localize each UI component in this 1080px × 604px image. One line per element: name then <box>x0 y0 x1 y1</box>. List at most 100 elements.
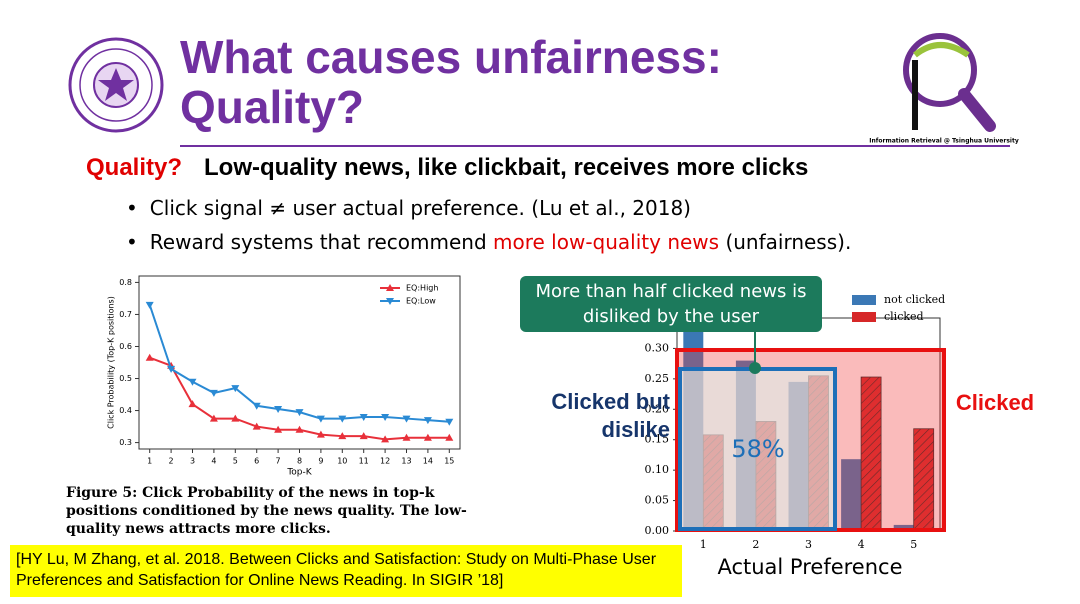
bullet-text: Reward systems that recommend <box>149 230 494 254</box>
y-tick-label: 0.00 <box>645 524 670 537</box>
y-tick-label: 0.20 <box>645 402 670 415</box>
point-marker <box>145 353 154 361</box>
x-tick-label: 4 <box>858 538 865 551</box>
legend-label: EQ:Low <box>406 297 436 306</box>
title: What causes unfairness: Quality? <box>180 32 722 132</box>
point-marker <box>423 433 432 441</box>
bullet: Click signal ≠ user actual preference. (… <box>126 196 851 220</box>
legend-marker <box>386 284 394 291</box>
callout: More than half clicked news is disliked … <box>520 276 822 332</box>
point-marker <box>252 402 261 410</box>
x-tick-label: 3 <box>190 457 195 466</box>
y-tick-label: 0.5 <box>119 374 132 383</box>
point-marker <box>231 385 240 393</box>
point-marker <box>167 365 176 373</box>
x-tick-label: 11 <box>359 457 369 466</box>
y-tick-label: 0.6 <box>119 342 132 351</box>
x-axis-label: Actual Preference <box>717 555 902 579</box>
point-marker <box>338 415 347 423</box>
point-marker <box>402 415 411 423</box>
legend-label: clicked <box>884 310 924 323</box>
point-marker <box>231 414 240 422</box>
figure-caption: Figure 5: Click Probability of the news … <box>66 485 467 537</box>
lab-logo: Information Retrieval @ Tsinghua Univers… <box>869 33 1019 145</box>
point-marker <box>274 405 283 413</box>
callout-dot <box>749 362 761 374</box>
x-tick-label: 12 <box>380 457 390 466</box>
headline: Quality? Low-quality news, like clickbait… <box>86 154 808 182</box>
bullet: Reward systems that recommend more low-q… <box>126 230 852 254</box>
point-marker <box>209 414 218 422</box>
bullet-text: Click signal ≠ user actual preference. (… <box>149 196 691 220</box>
legend-swatch <box>852 312 876 322</box>
x-tick-label: 7 <box>276 457 281 466</box>
y-tick-label: 0.25 <box>645 372 670 385</box>
bar <box>841 459 862 531</box>
x-tick-label: 15 <box>444 457 454 466</box>
point-marker <box>188 378 197 386</box>
citation: [HY Lu, M Zhang, et al. 2018. Between Cl… <box>10 545 682 597</box>
y-tick-label: 0.05 <box>645 494 670 507</box>
bullets: Click signal ≠ user actual preference. (… <box>126 196 852 264</box>
bullet-highlight: more low-quality news <box>493 230 720 254</box>
point-marker <box>423 417 432 425</box>
x-tick-label: 5 <box>910 538 917 551</box>
point-marker <box>359 413 368 421</box>
point-marker <box>359 432 368 440</box>
x-tick-label: 8 <box>297 457 302 466</box>
point-marker <box>252 422 261 430</box>
lab-logo-text: Information Retrieval @ Tsinghua Univers… <box>869 138 1019 145</box>
x-tick-label: 2 <box>752 538 759 551</box>
legend-swatch <box>852 295 876 305</box>
legend-label: EQ:High <box>406 284 438 293</box>
y-axis-label: Click Probability (Top-K positions) <box>107 296 116 429</box>
point-marker <box>402 433 411 441</box>
point-marker <box>381 435 390 443</box>
x-tick-label: 13 <box>401 457 411 466</box>
x-tick-label: 6 <box>254 457 259 466</box>
point-marker <box>338 432 347 440</box>
title-line: Quality? <box>180 81 365 133</box>
y-tick-label: 0.10 <box>645 463 670 476</box>
x-tick-label: 9 <box>318 457 323 466</box>
point-marker <box>295 425 304 433</box>
point-marker <box>209 389 218 397</box>
x-tick-label: 3 <box>805 538 812 551</box>
point-marker <box>445 418 454 426</box>
bullet-text: (unfairness). <box>719 230 852 254</box>
x-axis-label: Top-K <box>286 468 312 478</box>
disliked-label: Clicked but dislike <box>551 389 670 442</box>
point-marker <box>316 430 325 438</box>
x-tick-label: 4 <box>211 457 216 466</box>
point-marker <box>295 409 304 417</box>
point-marker <box>188 400 197 408</box>
x-tick-label: 1 <box>700 538 707 551</box>
x-tick-label: 5 <box>233 457 238 466</box>
title-line: What causes unfairness: <box>180 31 722 83</box>
legend-marker <box>386 298 394 305</box>
point-marker <box>381 413 390 421</box>
y-tick-label: 0.4 <box>119 406 132 415</box>
x-tick-label: 1 <box>147 457 152 466</box>
point-marker <box>274 425 283 433</box>
disliked-value: 58% <box>731 435 784 463</box>
headline-text: Low-quality news, like clickbait, receiv… <box>204 154 809 181</box>
x-tick-label: 2 <box>169 457 174 466</box>
y-tick-label: 0.30 <box>645 341 670 354</box>
point-marker <box>316 415 325 423</box>
point-marker <box>445 433 454 441</box>
university-logo <box>68 37 164 133</box>
bar <box>893 524 914 531</box>
x-tick-label: 10 <box>337 457 347 466</box>
clicked-label: Clicked <box>956 390 1034 415</box>
y-tick-label: 0.8 <box>119 278 132 287</box>
x-tick-label: 14 <box>423 457 433 466</box>
point-marker <box>145 301 154 309</box>
y-tick-label: 0.3 <box>119 438 132 447</box>
headline-key: Quality? <box>86 154 183 181</box>
legend-label: not clicked <box>884 293 945 306</box>
y-tick-label: 0.7 <box>119 310 132 319</box>
y-tick-label: 0.15 <box>645 433 670 446</box>
